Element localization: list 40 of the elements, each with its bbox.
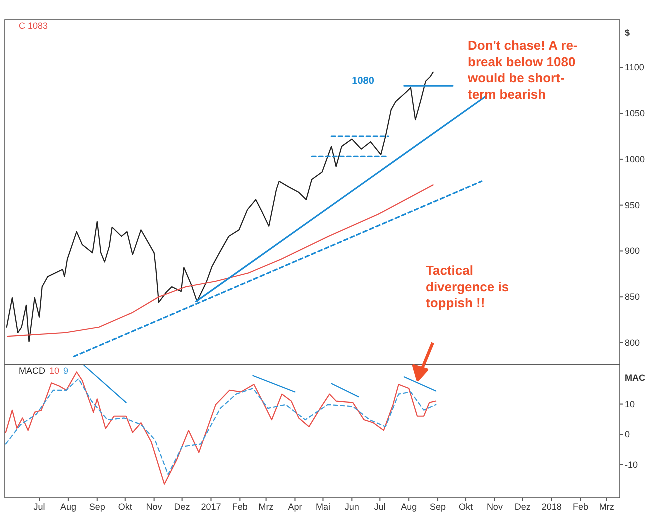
- y-tick-label: 0: [625, 430, 630, 440]
- x-tick-label: Okt: [118, 502, 133, 512]
- y-tick-label: 1000: [625, 154, 646, 164]
- x-tick-label: Nov: [486, 502, 504, 512]
- x-tick-label: Mrz: [599, 502, 615, 512]
- x-tick-label: Sep: [430, 502, 446, 512]
- y-tick-label: 1100: [625, 62, 644, 73]
- y-tick-label: 950: [625, 200, 640, 210]
- y-tick-label: 1050: [625, 108, 646, 119]
- x-tick-label: Nov: [146, 502, 163, 512]
- x-tick-label: 2018: [542, 502, 562, 512]
- x-tick-label: Jul: [34, 502, 46, 512]
- y-tick-label: -10: [625, 460, 638, 470]
- x-tick-label: 2017: [201, 502, 222, 512]
- y-tick-label: 900: [625, 246, 640, 256]
- x-tick-label: Feb: [232, 502, 248, 512]
- y-tick-label: 800: [625, 338, 640, 348]
- annotation: Tactical divergence is toppish !!: [426, 263, 510, 310]
- x-tick-label: Mrz: [258, 502, 274, 512]
- x-tick-label: Sep: [89, 502, 106, 512]
- x-tick-label: Jun: [344, 502, 360, 512]
- y-tick-label: 850: [625, 292, 640, 302]
- annotation: 1080: [352, 76, 375, 88]
- x-tick-label: Jul: [374, 502, 386, 512]
- series-label: 9: [64, 366, 69, 376]
- x-tick-label: Apr: [288, 502, 302, 512]
- series-label: 10: [50, 366, 60, 376]
- chart-title: C 1083: [19, 21, 48, 31]
- y-tick-label: 10: [625, 399, 636, 410]
- x-tick-label: Okt: [459, 502, 474, 512]
- x-tick-label: Mai: [316, 502, 330, 512]
- y-axis-title: $: [625, 28, 630, 38]
- x-tick-label: Aug: [401, 502, 418, 512]
- chart-title: MACD: [19, 366, 46, 376]
- x-tick-label: Dez: [174, 502, 191, 512]
- y-axis-title: MAC: [625, 373, 646, 383]
- annotation: Don't chase! A re-break below 1080 would be short-term bearish: [467, 38, 578, 102]
- x-tick-label: Dez: [514, 502, 532, 512]
- x-tick-label: Aug: [60, 502, 76, 512]
- x-tick-label: Feb: [573, 502, 589, 512]
